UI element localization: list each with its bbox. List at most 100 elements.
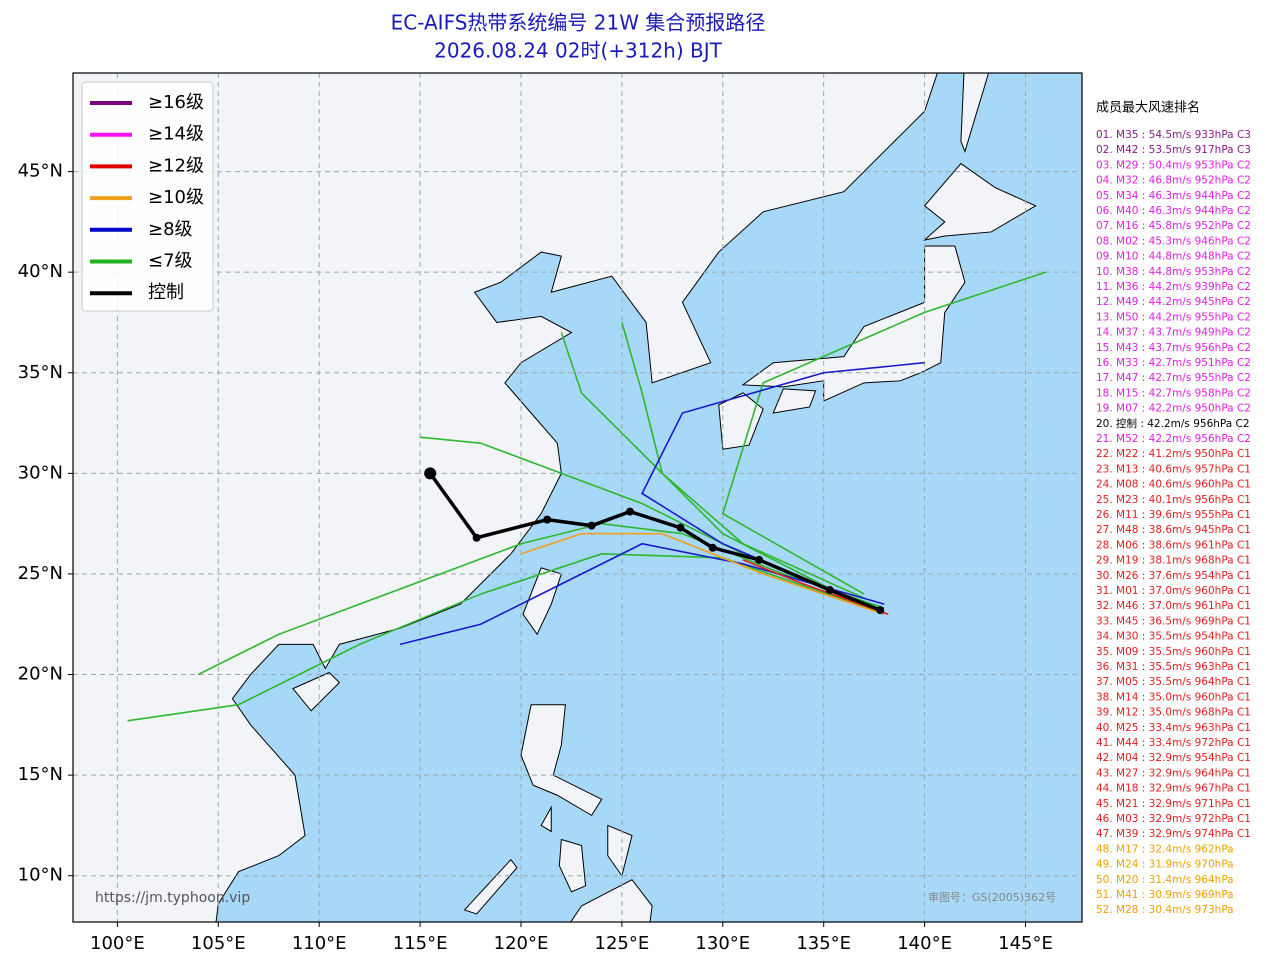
ranking-item: 34. M30 : 35.5m/s 954hPa C1 bbox=[1096, 631, 1251, 643]
ranking: 01. M35 : 54.5m/s 933hPa C3 02. M42 : 53.… bbox=[1096, 129, 1251, 916]
grid bbox=[73, 73, 1082, 922]
y-tick-label: 30°N bbox=[18, 462, 63, 483]
ensemble-track bbox=[641, 361, 925, 609]
ranking-item: 08. M02 : 45.3m/s 946hPa C2 bbox=[1096, 235, 1251, 247]
ranking-item: 46. M03 : 32.9m/s 972hPa C1 bbox=[1096, 813, 1251, 825]
y-tick-label: 10°N bbox=[18, 865, 63, 886]
ranking-item: 40. M25 : 33.4m/s 963hPa C1 bbox=[1096, 722, 1251, 734]
ranking-item: 22. M22 : 41.2m/s 950hPa C1 bbox=[1096, 448, 1251, 460]
landmass bbox=[570, 879, 653, 922]
ranking-item: 31. M01 : 37.0m/s 960hPa C1 bbox=[1096, 585, 1251, 597]
ranking-item: 51. M41 : 30.9m/s 969hPa bbox=[1096, 889, 1234, 901]
ranking-item: 24. M08 : 40.6m/s 960hPa C1 bbox=[1096, 479, 1251, 491]
ranking-item: 36. M31 : 35.5m/s 963hPa C1 bbox=[1096, 661, 1251, 673]
legend-label: ≥14级 bbox=[148, 124, 204, 145]
ranking-item: 25. M23 : 40.1m/s 956hPa C1 bbox=[1096, 494, 1251, 506]
ranking-item: 26. M11 : 39.6m/s 955hPa C1 bbox=[1096, 509, 1251, 521]
landmass bbox=[922, 162, 1037, 241]
landmass bbox=[960, 73, 990, 153]
ranking-item: 45. M21 : 32.9m/s 971hPa C1 bbox=[1096, 798, 1251, 810]
ranking-item: 14. M37 : 43.7m/s 949hPa C2 bbox=[1096, 327, 1251, 339]
ensemble-track bbox=[560, 332, 865, 599]
tracks bbox=[127, 271, 1046, 722]
chart-title: EC-AIFS热带系统编号 21W 集合预报路径 bbox=[391, 11, 766, 35]
plot-frame bbox=[72, 72, 1083, 923]
ranking-item: 13. M50 : 44.2m/s 955hPa C2 bbox=[1096, 311, 1251, 323]
ranking-item: 12. M49 : 44.2m/s 945hPa C2 bbox=[1096, 296, 1251, 308]
control-point bbox=[876, 606, 885, 615]
ranking-item: 28. M06 : 38.6m/s 961hPa C1 bbox=[1096, 539, 1251, 551]
ranking-item: 23. M13 : 40.6m/s 957hPa C1 bbox=[1096, 463, 1251, 475]
ranking-item: 47. M39 : 32.9m/s 974hPa C1 bbox=[1096, 828, 1251, 840]
land bbox=[73, 73, 1037, 922]
landmass bbox=[522, 567, 562, 636]
x-tick-label: 105°E bbox=[191, 933, 246, 954]
ranking-item: 02. M42 : 53.5m/s 917hPa C3 bbox=[1096, 144, 1251, 156]
ranking-item: 49. M24 : 31.9m/s 970hPa bbox=[1096, 859, 1234, 871]
ranking-item: 44. M18 : 32.9m/s 967hPa C1 bbox=[1096, 783, 1251, 795]
control-point bbox=[424, 467, 437, 480]
control-point bbox=[755, 555, 764, 564]
x-tick-label: 140°E bbox=[897, 933, 952, 954]
ranking-item: 41. M44 : 33.4m/s 972hPa C1 bbox=[1096, 737, 1251, 749]
approval: 审图号：GS(2005)362号 bbox=[928, 890, 1056, 904]
ensemble-track bbox=[399, 542, 885, 646]
ranking-item: 37. M05 : 35.5m/s 964hPa C1 bbox=[1096, 676, 1251, 688]
ranking-item: 42. M04 : 32.9m/s 954hPa C1 bbox=[1096, 752, 1251, 764]
control-point bbox=[543, 515, 552, 524]
landmass bbox=[718, 392, 764, 450]
ensemble-track bbox=[520, 532, 885, 615]
ranking-title: 成员最大风速排名 bbox=[1096, 100, 1200, 116]
legend-label: ≥8级 bbox=[148, 219, 193, 240]
ranking-item: 27. M48 : 38.6m/s 945hPa C1 bbox=[1096, 524, 1251, 536]
control-point bbox=[587, 521, 596, 530]
x-tick-label: 115°E bbox=[393, 933, 448, 954]
axes: 100°E 105°E 110°E 115°E 120°E 125°E 130°E 135°E… bbox=[18, 161, 1053, 954]
control-point bbox=[825, 586, 834, 595]
control-track bbox=[428, 472, 881, 612]
ranking-item: 17. M47 : 42.7m/s 955hPa C2 bbox=[1096, 372, 1251, 384]
landmass bbox=[558, 838, 587, 893]
legend-label: ≥12级 bbox=[148, 155, 204, 176]
y-tick-label: 40°N bbox=[18, 261, 63, 282]
landmass bbox=[772, 388, 817, 414]
legend-label: 控制 bbox=[148, 282, 184, 303]
x-tick-label: 120°E bbox=[494, 933, 549, 954]
control-point bbox=[676, 523, 685, 532]
landmass bbox=[741, 245, 966, 402]
x-tick-label: 130°E bbox=[695, 933, 750, 954]
ensemble-track bbox=[197, 522, 885, 676]
x-tick-label: 110°E bbox=[292, 933, 347, 954]
control-point bbox=[708, 543, 717, 552]
ranking-item: 33. M45 : 36.5m/s 969hPa C1 bbox=[1096, 615, 1251, 627]
source: https://jm.typhoon.vip bbox=[95, 890, 250, 906]
ranking-item: 04. M32 : 46.8m/s 952hPa C2 bbox=[1096, 175, 1251, 187]
ranking-item: 01. M35 : 54.5m/s 933hPa C3 bbox=[1096, 129, 1251, 141]
landmass bbox=[73, 73, 938, 922]
landmass bbox=[540, 805, 552, 833]
control-point bbox=[625, 507, 634, 516]
ranking-item: 09. M10 : 44.8m/s 948hPa C2 bbox=[1096, 251, 1251, 263]
landmass bbox=[463, 858, 518, 915]
ranking-item: 52. M28 : 30.4m/s 973hPa bbox=[1096, 904, 1234, 916]
ranking-item: 20. 控制 : 42.2m/s 956hPa C2 bbox=[1096, 417, 1250, 430]
ranking-item: 11. M36 : 44.2m/s 939hPa C2 bbox=[1096, 281, 1251, 293]
ranking-item: 07. M16 : 45.8m/s 952hPa C2 bbox=[1096, 220, 1251, 232]
x-tick-label: 135°E bbox=[796, 933, 851, 954]
ensemble-track bbox=[742, 559, 889, 615]
landmass bbox=[292, 671, 341, 712]
landmass bbox=[520, 704, 603, 817]
ranking-item: 03. M29 : 50.4m/s 953hPa C2 bbox=[1096, 159, 1251, 171]
ranking-item: 19. M07 : 42.2m/s 950hPa C2 bbox=[1096, 403, 1251, 415]
ranking-item: 29. M19 : 38.1m/s 968hPa C1 bbox=[1096, 555, 1251, 567]
ranking-item: 10. M38 : 44.8m/s 953hPa C2 bbox=[1096, 266, 1251, 278]
y-tick-label: 20°N bbox=[18, 664, 63, 685]
ranking-item: 16. M33 : 42.7m/s 951hPa C2 bbox=[1096, 357, 1251, 369]
y-tick-label: 45°N bbox=[18, 161, 63, 182]
ranking-item: 05. M34 : 46.3m/s 944hPa C2 bbox=[1096, 190, 1251, 202]
chart-subtitle: 2026.08.24 02时(+312h) BJT bbox=[434, 39, 723, 63]
control-point bbox=[472, 533, 481, 542]
